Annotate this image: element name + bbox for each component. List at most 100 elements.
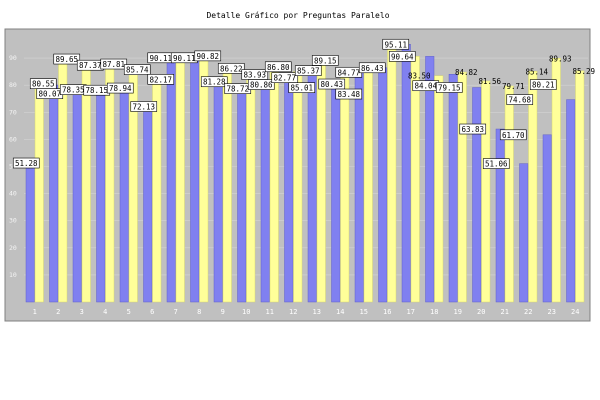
data-label-text: 79.15 (438, 84, 461, 93)
data-label: 81.56 (478, 77, 501, 86)
data-label-text: 84.04 (414, 82, 437, 91)
x-tick-label: 17 (407, 308, 415, 316)
data-label-text: 85.37 (297, 67, 320, 76)
bar (566, 99, 576, 303)
bar (425, 56, 435, 303)
bar (316, 60, 326, 303)
data-label-text: 72.13 (132, 103, 155, 112)
y-tick-label: 20 (9, 244, 17, 252)
x-tick-label: 21 (501, 308, 509, 316)
data-label: 79.71 (502, 82, 525, 91)
data-label-text: 63.83 (461, 125, 484, 134)
bar (166, 57, 176, 303)
bar (575, 70, 585, 303)
data-label: 90.82 (194, 50, 222, 62)
data-label: 74.68 (506, 94, 534, 105)
data-label-text: 80.21 (532, 81, 555, 90)
data-label: 83.93 (241, 69, 269, 80)
data-label: 86.43 (358, 62, 386, 74)
y-tick-label: 30 (9, 217, 17, 225)
x-tick-label: 14 (336, 308, 344, 316)
data-label-text: 87.81 (102, 60, 125, 69)
data-label-text: 74.68 (508, 96, 531, 105)
y-tick-label: 10 (9, 271, 17, 279)
y-tick-label: 80 (9, 81, 17, 89)
data-label-text: 85.14 (525, 67, 548, 76)
bar (152, 79, 162, 303)
bar (551, 58, 561, 303)
data-label-text: 90.82 (196, 52, 219, 61)
data-label: 89.65 (53, 53, 81, 65)
data-label: 81.28 (200, 76, 228, 88)
bar (284, 77, 294, 303)
data-label: 78.35 (59, 84, 87, 95)
data-label-text: 85.29 (572, 67, 595, 76)
data-label-text: 85.01 (290, 84, 313, 93)
bar (293, 71, 303, 303)
data-label: 80.43 (318, 78, 346, 90)
data-label: 90.11 (170, 52, 198, 64)
data-label: 86.80 (264, 61, 292, 73)
data-label-text: 78.72 (226, 85, 249, 94)
data-label-text: 89.15 (314, 56, 337, 65)
y-tick-label: 40 (9, 190, 17, 198)
data-label-text: 51.06 (485, 160, 508, 169)
data-label-text: 80.07 (38, 90, 61, 99)
data-label: 84.04 (412, 80, 440, 92)
bar (237, 88, 247, 303)
data-label-text: 90.11 (149, 54, 172, 63)
data-label: 80.86 (247, 79, 275, 90)
data-label-text: 84.82 (455, 68, 478, 77)
bar (25, 162, 35, 303)
x-tick-label: 24 (571, 308, 579, 316)
x-tick-label: 6 (150, 308, 154, 316)
x-tick-label: 11 (266, 308, 274, 316)
x-tick-label: 2 (56, 308, 60, 316)
data-label: 51.28 (12, 157, 40, 169)
bar (260, 82, 270, 303)
x-tick-label: 4 (103, 308, 107, 316)
data-label: 79.15 (435, 82, 463, 93)
bar (448, 74, 458, 303)
bar-series (25, 44, 585, 303)
bar (190, 55, 200, 303)
data-label: 95.11 (382, 38, 410, 50)
data-label: 51.06 (482, 158, 510, 169)
data-label: 63.83 (459, 123, 487, 135)
data-label: 90.64 (388, 51, 416, 62)
bar (34, 83, 44, 303)
x-tick-label: 19 (454, 308, 462, 316)
bar (401, 44, 411, 303)
x-tick-label: 22 (524, 308, 532, 316)
data-label-text: 78.35 (62, 86, 85, 95)
data-label: 85.14 (525, 67, 548, 76)
data-label: 89.15 (311, 55, 339, 66)
data-label-text: 90.64 (391, 52, 414, 61)
bar (81, 64, 91, 303)
data-label-text: 78.15 (85, 86, 108, 95)
grid-lines (24, 57, 588, 276)
data-label-text: 80.55 (32, 80, 55, 89)
y-tick-label: 60 (9, 135, 17, 143)
bar (457, 71, 467, 303)
data-label: 83.50 (408, 72, 431, 81)
data-label-text: 82.17 (149, 75, 172, 84)
data-label: 85.01 (288, 82, 316, 93)
data-label-text: 79.71 (502, 82, 525, 91)
data-label-text: 89.65 (55, 55, 78, 64)
bar (495, 128, 505, 303)
data-label: 78.15 (83, 84, 111, 96)
data-label-text: 61.70 (502, 131, 525, 140)
bar (472, 87, 482, 303)
data-label: 82.17 (147, 74, 175, 85)
x-tick-label: 23 (548, 308, 556, 316)
y-tick-label: 70 (9, 108, 17, 116)
data-label-text: 83.50 (408, 72, 431, 81)
x-tick-label: 10 (242, 308, 250, 316)
bar (213, 81, 223, 303)
bar (175, 57, 185, 303)
data-label: 78.94 (106, 82, 134, 94)
data-label: 85.37 (294, 65, 322, 76)
data-label: 80.55 (29, 78, 57, 90)
